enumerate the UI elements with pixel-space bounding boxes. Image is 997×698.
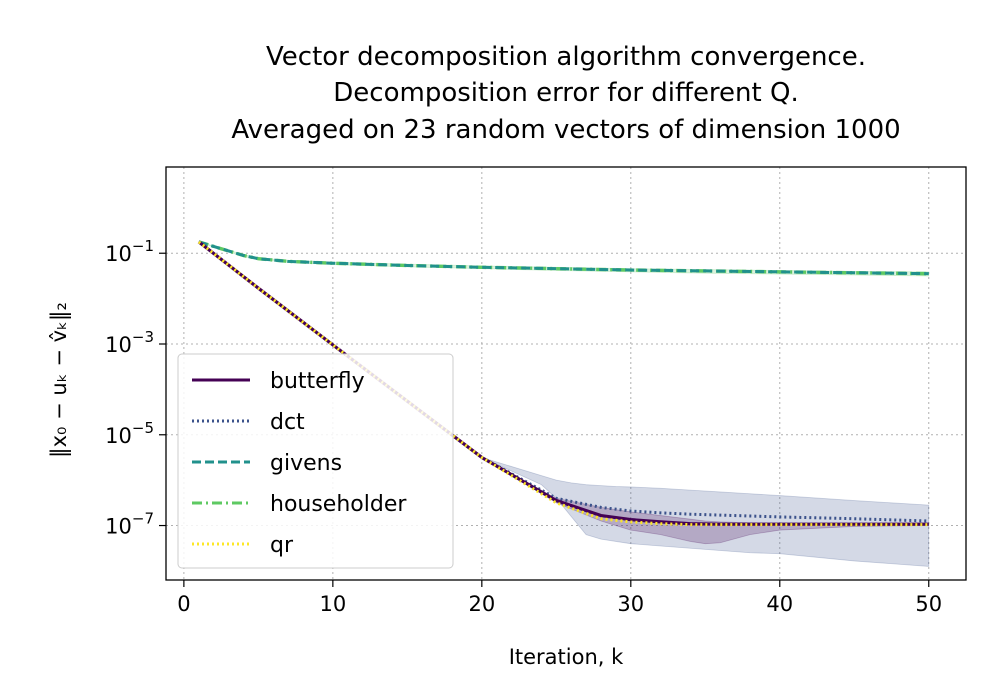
chart-title: Vector decomposition algorithm convergen… [231, 42, 900, 145]
chart-title-line-2: Decomposition error for different Q. [333, 78, 798, 108]
x-tick-label: 20 [468, 592, 495, 616]
x-tick-label: 50 [915, 592, 942, 616]
x-tick-label: 30 [617, 592, 644, 616]
y-axis-label: ‖x₀ − uₖ − v̂ₖ‖₂ [47, 302, 72, 458]
plot-frame [165, 166, 967, 581]
y-tick-label: 10−5 [105, 419, 154, 448]
legend-label-givens: givens [270, 451, 342, 476]
x-tick-label: 40 [766, 592, 793, 616]
axis-ticks: 0 10 20 30 40 50 10−7 10−5 10−3 10−1 [105, 237, 942, 616]
chart-title-line-3: Averaged on 23 random vectors of dimensi… [231, 115, 900, 145]
y-tick-label: 10−1 [105, 237, 154, 266]
chart-title-line-1: Vector decomposition algorithm convergen… [266, 42, 866, 72]
legend-label-householder: householder [270, 492, 407, 517]
series-line-givens [198, 240, 929, 276]
y-tick-label: 10−7 [105, 510, 154, 539]
y-tick-label: 10−3 [105, 328, 154, 357]
x-tick-label: 0 [177, 592, 190, 616]
x-axis-label: Iteration, k [509, 645, 624, 669]
legend: butterfly dct givens householder qr [177, 353, 454, 569]
legend-box [177, 353, 454, 569]
legend-label-dct: dct [270, 410, 305, 435]
legend-label-qr: qr [270, 533, 294, 558]
legend-label-butterfly: butterfly [270, 369, 365, 394]
x-tick-label: 10 [319, 592, 346, 616]
